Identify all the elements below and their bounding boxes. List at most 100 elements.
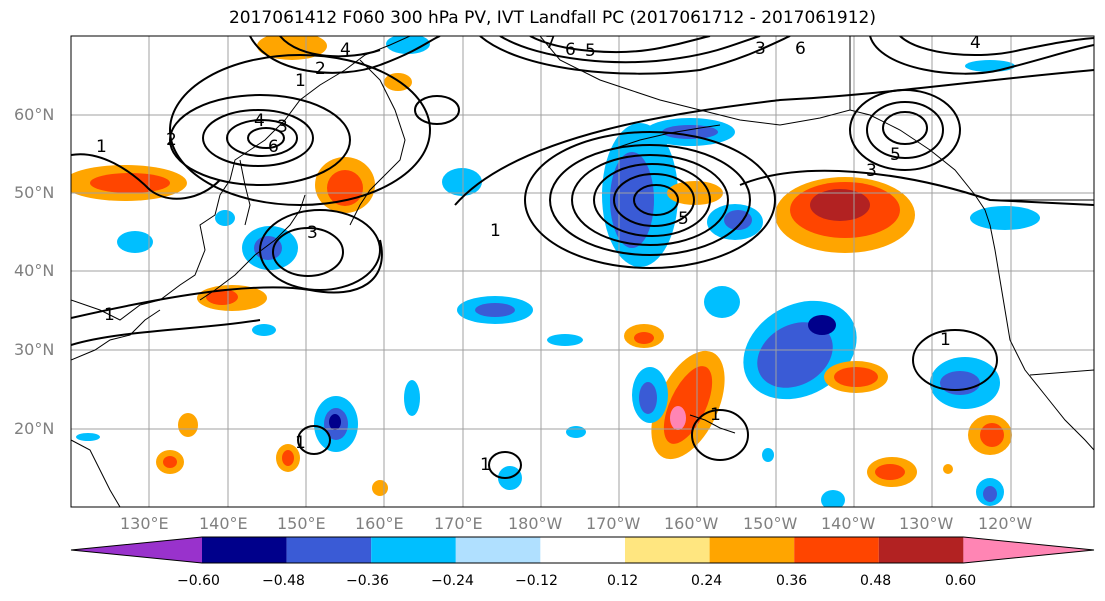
- contour-label: 5: [585, 41, 596, 61]
- contour-line: [849, 89, 961, 171]
- anomaly-positive: [834, 367, 878, 387]
- contour-label: 5: [890, 145, 901, 165]
- contour-line: [249, 36, 441, 74]
- anomaly-negative: [566, 426, 586, 438]
- contour-line: [691, 409, 749, 461]
- contour-line: [912, 329, 998, 391]
- coastline-kamchatka: [349, 59, 406, 226]
- contour-label: 4: [970, 33, 981, 53]
- colorbar-segment: [963, 537, 1094, 563]
- anomaly-negative: [386, 36, 430, 54]
- contour-label: 6: [795, 39, 806, 59]
- colorbar-tick-label: −0.24: [431, 573, 474, 589]
- colorbar-segment: [709, 537, 795, 563]
- anomaly-positive: [810, 189, 870, 221]
- contour-label: 7: [545, 33, 556, 53]
- colorbar: [70, 536, 1095, 564]
- contour-label: 1: [490, 221, 501, 241]
- contour-line: [613, 173, 695, 227]
- contour-line: [593, 163, 711, 237]
- coastline-sakhalin: [239, 159, 251, 226]
- contour-line: [71, 239, 383, 319]
- anomaly-negative: [404, 380, 420, 416]
- anomaly-positive: [980, 423, 1004, 447]
- anomaly-negative: [329, 414, 341, 430]
- anomaly-negative: [547, 334, 583, 346]
- colorbar-tick-label: 0.24: [691, 573, 723, 589]
- contour-line: [899, 36, 1094, 57]
- colorbar-segment: [625, 537, 710, 563]
- anomaly-negative: [965, 60, 1015, 72]
- anomaly-negative: [475, 303, 515, 317]
- anomaly-negative: [76, 433, 100, 441]
- contour-line: [488, 451, 522, 479]
- contour-label: 2: [166, 130, 177, 150]
- contour-line: [279, 36, 381, 58]
- colorbar-segment: [371, 537, 456, 563]
- contour-label: 1: [710, 405, 721, 425]
- anomaly-negative: [662, 125, 718, 139]
- coastline-taiwan: [71, 439, 121, 507]
- lon-label: 170°W: [586, 514, 641, 533]
- contour-line: [882, 111, 928, 145]
- contour-label: 3: [307, 223, 318, 243]
- contour-label: 6: [268, 137, 279, 157]
- contour-label: 1: [295, 71, 306, 91]
- anomaly-negative: [639, 382, 657, 414]
- lat-label: 30°N: [14, 340, 55, 359]
- colorbar-tick-label: 0.12: [607, 573, 639, 589]
- graticule: [71, 36, 1094, 507]
- map-title: 2017061412 F060 300 hPa PV, IVT Landfall…: [228, 8, 876, 28]
- anomaly-positive: [634, 332, 654, 344]
- contour-line: [739, 169, 1094, 206]
- anomaly-negative: [442, 168, 482, 196]
- contour-line: [169, 54, 431, 206]
- contour-line: [866, 101, 944, 159]
- contour-line: [524, 131, 776, 269]
- contour-line: [259, 209, 381, 291]
- lon-label: 150°W: [743, 514, 798, 533]
- coastline-asia: [71, 36, 411, 321]
- anomaly-negative: [724, 210, 752, 230]
- contour-label: 1: [295, 433, 306, 453]
- anomaly-positive: [257, 36, 327, 60]
- colorbar-segment: [878, 537, 964, 563]
- lon-label: 170°E: [434, 514, 483, 533]
- contour-line: [549, 144, 751, 256]
- colorbar-tick-label: 0.36: [776, 573, 808, 589]
- lat-label: 40°N: [14, 261, 55, 280]
- map-frame: [70, 35, 1095, 508]
- contour-label: 4: [340, 40, 351, 60]
- lon-label: 120°W: [978, 514, 1033, 533]
- colorbar-segment: [202, 537, 287, 563]
- anomaly-negative: [940, 371, 980, 395]
- contour-line: [71, 153, 221, 200]
- lon-label: 140°W: [821, 514, 876, 533]
- anomaly-negative: [252, 324, 276, 336]
- anomaly-negative: [117, 231, 153, 253]
- coastline-hawaii: [689, 414, 736, 434]
- lon-label: 160°W: [664, 514, 719, 533]
- anomaly-negative: [808, 315, 836, 335]
- colorbar-segment: [71, 537, 202, 563]
- anomaly-negative: [762, 448, 774, 462]
- anomaly-positive: [670, 406, 686, 430]
- anomaly-positive: [206, 289, 238, 305]
- contour-line: [247, 127, 285, 149]
- contour-label: 3: [866, 161, 877, 181]
- contour-label: 3: [755, 39, 766, 59]
- contour-label: 1: [940, 330, 951, 350]
- colorbar-tick-label: −0.48: [262, 573, 305, 589]
- coastline-china: [71, 309, 161, 361]
- colorbar-tick-label: −0.36: [346, 573, 389, 589]
- colorbar-tick-label: 0.60: [945, 573, 977, 589]
- anomaly-negative: [215, 210, 235, 226]
- colorbar-segment: [286, 537, 372, 563]
- contour-line: [529, 36, 711, 53]
- contour-line: [297, 425, 331, 455]
- contour-line: [499, 36, 761, 64]
- contour-label: 5: [678, 209, 689, 229]
- anomaly-negative: [704, 286, 740, 318]
- anomaly-positive: [178, 413, 198, 437]
